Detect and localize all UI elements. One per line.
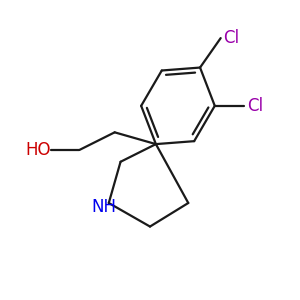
Text: HO: HO <box>26 141 51 159</box>
Text: Cl: Cl <box>247 97 263 115</box>
Text: NH: NH <box>92 198 117 216</box>
Text: Cl: Cl <box>224 29 240 47</box>
